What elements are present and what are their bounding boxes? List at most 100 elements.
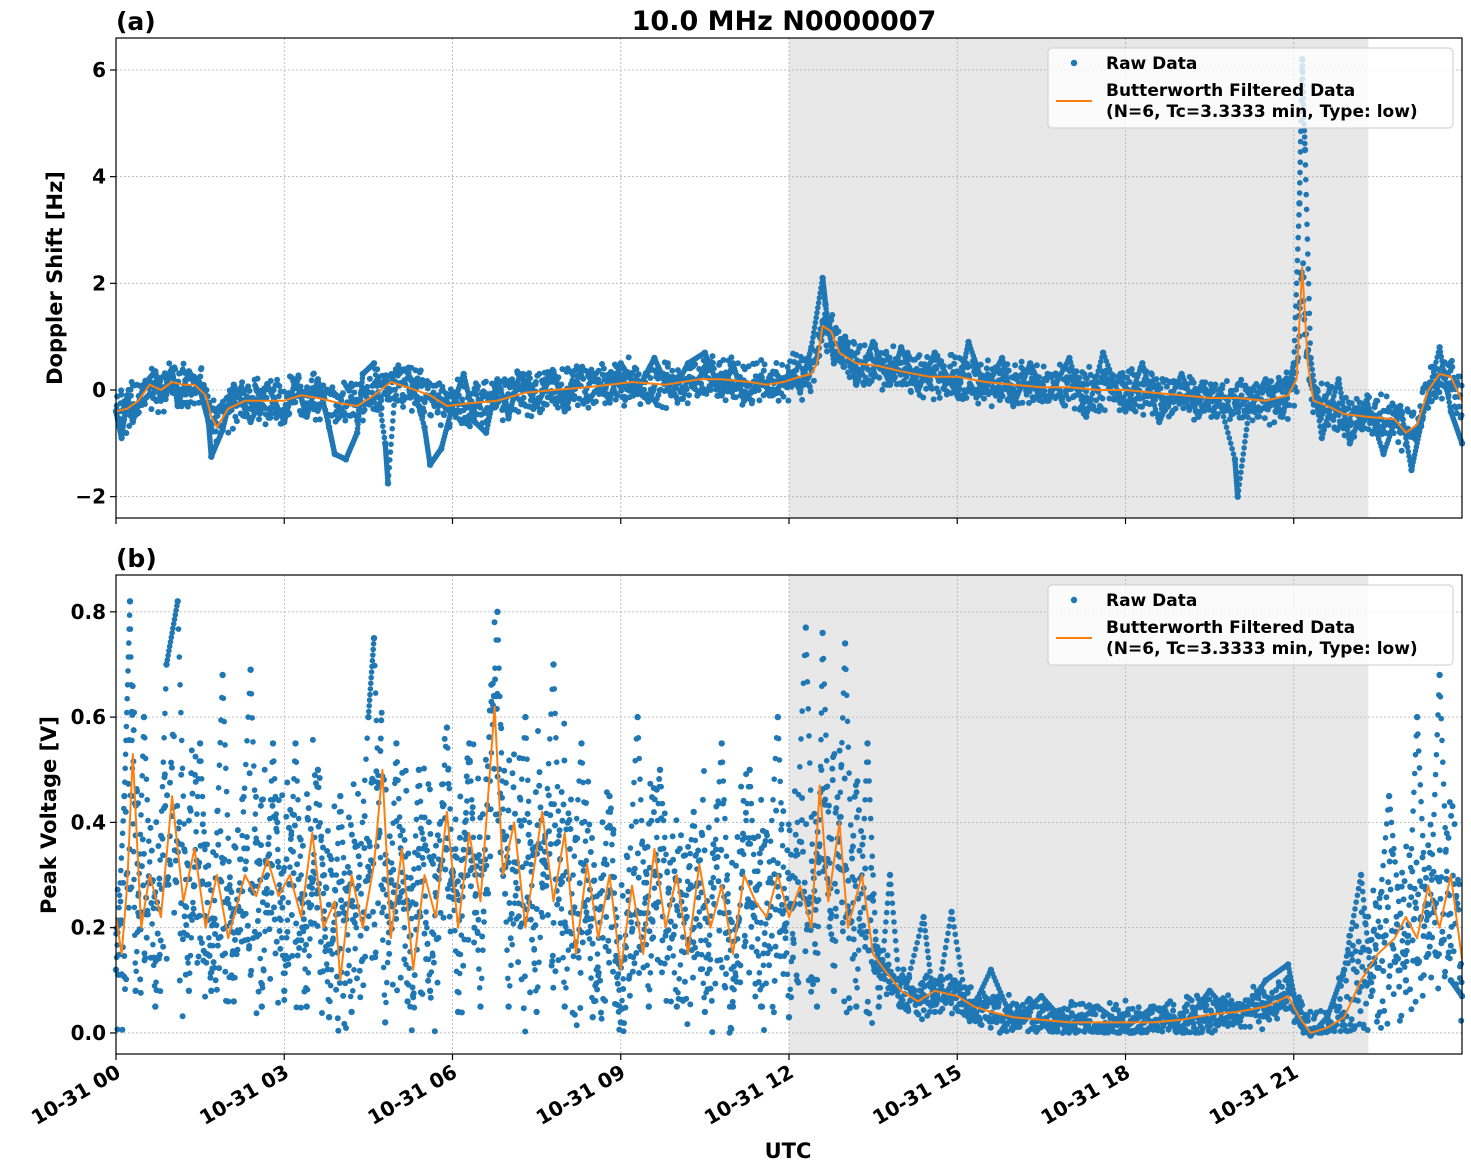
raw-point	[1226, 435, 1233, 441]
raw-point	[373, 377, 380, 384]
raw-point	[180, 360, 187, 367]
raw-point	[168, 764, 175, 771]
raw-point	[975, 400, 982, 407]
raw-point	[524, 810, 531, 817]
raw-point	[457, 793, 464, 800]
panel-b-ylabel: Peak Voltage [V]	[37, 716, 61, 914]
raw-point	[430, 860, 436, 867]
raw-point	[675, 367, 681, 374]
raw-point	[171, 909, 178, 916]
raw-point	[1172, 405, 1179, 412]
raw-point	[454, 878, 461, 885]
raw-point	[268, 889, 275, 896]
raw-point	[669, 367, 676, 374]
raw-point	[430, 959, 437, 966]
raw-point	[160, 852, 166, 859]
raw-point	[360, 982, 367, 989]
raw-point	[268, 909, 275, 916]
raw-point	[1064, 380, 1071, 387]
raw-point	[257, 802, 264, 809]
raw-point	[402, 767, 409, 774]
raw-point	[385, 472, 392, 479]
raw-point	[1309, 366, 1315, 373]
raw-point	[732, 394, 739, 401]
raw-point	[420, 836, 427, 843]
raw-point	[284, 928, 291, 935]
raw-point	[288, 912, 295, 918]
raw-point	[202, 993, 209, 1000]
raw-point	[192, 753, 199, 760]
raw-point	[1140, 411, 1147, 418]
raw-point	[868, 378, 875, 384]
raw-point	[357, 932, 364, 939]
raw-point	[167, 861, 174, 868]
raw-point	[130, 727, 137, 734]
raw-point	[475, 775, 482, 782]
raw-point	[1291, 349, 1297, 355]
raw-point	[760, 367, 767, 374]
raw-point	[160, 408, 167, 415]
raw-point	[1432, 364, 1438, 370]
raw-point	[951, 360, 958, 367]
raw-point	[244, 845, 251, 852]
raw-point	[448, 406, 455, 412]
raw-point	[1101, 407, 1108, 414]
raw-point	[735, 360, 741, 367]
raw-point	[272, 950, 279, 957]
raw-point	[142, 955, 149, 961]
raw-point	[246, 770, 253, 777]
raw-point	[1153, 376, 1160, 383]
raw-point	[1238, 469, 1244, 476]
raw-point	[1315, 412, 1322, 418]
raw-point	[520, 394, 527, 401]
raw-point	[528, 413, 535, 420]
raw-point	[150, 905, 157, 912]
raw-point	[372, 366, 378, 372]
raw-point	[1241, 445, 1247, 451]
raw-point	[480, 908, 487, 915]
raw-point	[335, 910, 342, 917]
raw-point	[401, 956, 408, 963]
raw-point	[391, 394, 398, 401]
raw-point	[823, 342, 830, 349]
raw-point	[1180, 405, 1187, 412]
raw-point	[354, 975, 360, 982]
raw-point	[350, 781, 357, 788]
raw-point	[310, 370, 317, 377]
raw-point	[290, 870, 297, 877]
raw-point	[168, 759, 175, 766]
raw-point	[476, 852, 482, 858]
raw-point	[196, 912, 203, 919]
raw-point	[463, 773, 470, 780]
raw-point	[927, 377, 934, 384]
raw-point	[1297, 149, 1304, 155]
raw-point	[523, 860, 530, 867]
raw-point	[309, 736, 316, 743]
raw-point	[314, 904, 321, 911]
raw-point	[338, 878, 345, 885]
raw-point	[995, 383, 1002, 390]
raw-point	[422, 919, 429, 926]
raw-point	[536, 782, 543, 789]
raw-point	[1296, 212, 1302, 218]
raw-point	[974, 386, 981, 393]
raw-point	[1284, 416, 1291, 422]
raw-point	[420, 420, 427, 426]
raw-point	[509, 770, 516, 777]
raw-point	[491, 619, 498, 626]
raw-point	[511, 751, 517, 758]
raw-point	[815, 300, 822, 306]
raw-point	[256, 416, 262, 423]
raw-point	[1432, 394, 1439, 400]
raw-point	[296, 945, 303, 951]
raw-point	[199, 821, 206, 828]
raw-point	[811, 324, 818, 331]
raw-point	[377, 735, 384, 742]
raw-point	[284, 779, 291, 786]
raw-point	[434, 832, 441, 839]
raw-point	[1235, 409, 1242, 416]
raw-point	[246, 943, 253, 949]
raw-point	[1292, 326, 1298, 332]
raw-point	[244, 922, 251, 929]
